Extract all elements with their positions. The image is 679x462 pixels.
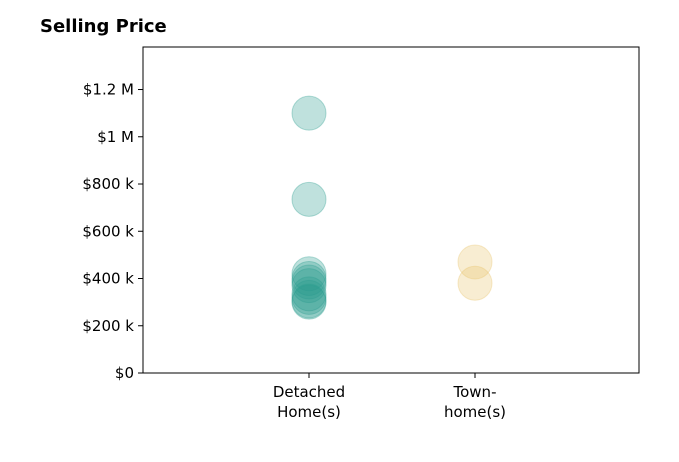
data-point <box>457 244 493 280</box>
y-tick-label: $1.2 M <box>83 81 134 99</box>
data-point <box>291 256 327 292</box>
y-axis: $0 $200 k $400 k $600 k $800 k $1 M $1.2 M <box>82 81 143 382</box>
y-tick-label: $0 <box>115 364 134 382</box>
x-axis: Detached Home(s) Town-home(s) <box>273 373 506 421</box>
points-layer <box>291 95 493 320</box>
y-tick-label: $1 M <box>97 128 134 146</box>
y-tick-label: $800 k <box>82 175 134 193</box>
plot-frame <box>142 46 640 374</box>
data-point <box>291 181 327 217</box>
y-tick-label: $400 k <box>82 270 134 288</box>
chart-title: Selling Price <box>40 16 167 37</box>
data-point <box>457 265 493 301</box>
x-tick-label: Detached Home(s) <box>273 383 345 421</box>
data-point <box>291 264 327 300</box>
y-tick-label: $200 k <box>82 317 134 335</box>
x-tick-label: Town-home(s) <box>444 383 506 421</box>
data-point <box>291 268 327 304</box>
data-point <box>291 95 327 131</box>
data-point <box>291 279 327 315</box>
data-point <box>291 284 327 320</box>
data-point <box>291 276 327 312</box>
data-point <box>291 283 327 319</box>
data-point <box>291 261 327 297</box>
y-tick-label: $600 k <box>82 222 134 240</box>
